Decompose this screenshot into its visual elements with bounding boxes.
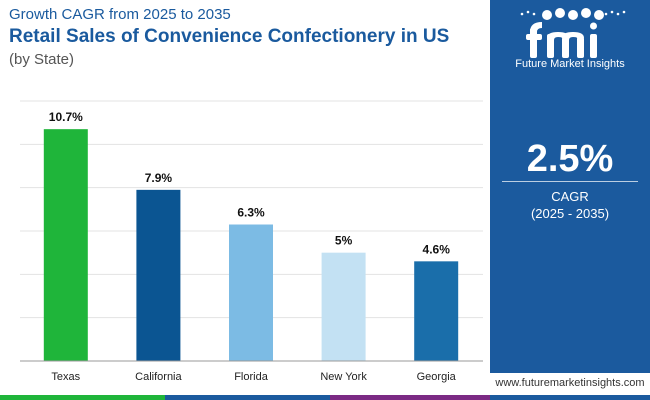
bar-chart: 10.7% Texas 7.9% California 6.3% Florida 5% New…	[20, 100, 483, 383]
strip-segment-purple	[330, 395, 490, 400]
summary-panel: Future Market Insights 2.5% CAGR (2025 -…	[490, 0, 650, 373]
strip-segment-blue	[165, 395, 330, 400]
x-tick-label: Georgia	[417, 371, 457, 383]
chart-title: Retail Sales of Convenience Confectioner…	[9, 26, 450, 47]
divider	[502, 181, 638, 182]
bar-new-york	[321, 252, 366, 361]
cagr-label: CAGR	[551, 189, 589, 204]
bottom-color-strip	[0, 395, 650, 400]
x-tick-label: Florida	[234, 371, 269, 383]
x-tick-label: Texas	[51, 371, 80, 383]
bar-florida	[229, 224, 273, 361]
website-link[interactable]: www.futuremarketinsights.com	[495, 377, 645, 389]
x-tick-label: California	[135, 371, 182, 383]
chart-header: Growth CAGR from 2025 to 2035 Retail Sal…	[9, 6, 449, 70]
bars-group: 10.7% Texas 7.9% California 6.3% Florida 5% New…	[43, 110, 459, 383]
bar-texas	[43, 129, 88, 361]
cagr-period: (2025 - 2035)	[530, 206, 610, 221]
chart-byline: (by State)	[9, 51, 75, 68]
data-label: 5%	[335, 234, 353, 248]
x-tick-label: New York	[320, 371, 367, 383]
data-label: 4.6%	[423, 242, 451, 256]
strip-segment-blue-2	[490, 395, 650, 400]
fmi-logo	[520, 8, 626, 58]
data-label: 7.9%	[145, 171, 173, 185]
bar-georgia	[414, 261, 459, 361]
strip-segment-green	[0, 395, 165, 400]
cagr-value: 2.5%	[526, 138, 614, 180]
data-label: 10.7%	[49, 110, 83, 124]
logo-text: Future Market Insights	[515, 58, 625, 70]
bar-california	[136, 189, 181, 361]
data-label: 6.3%	[237, 206, 265, 220]
chart-subtitle: Growth CAGR from 2025 to 2035	[9, 6, 231, 23]
